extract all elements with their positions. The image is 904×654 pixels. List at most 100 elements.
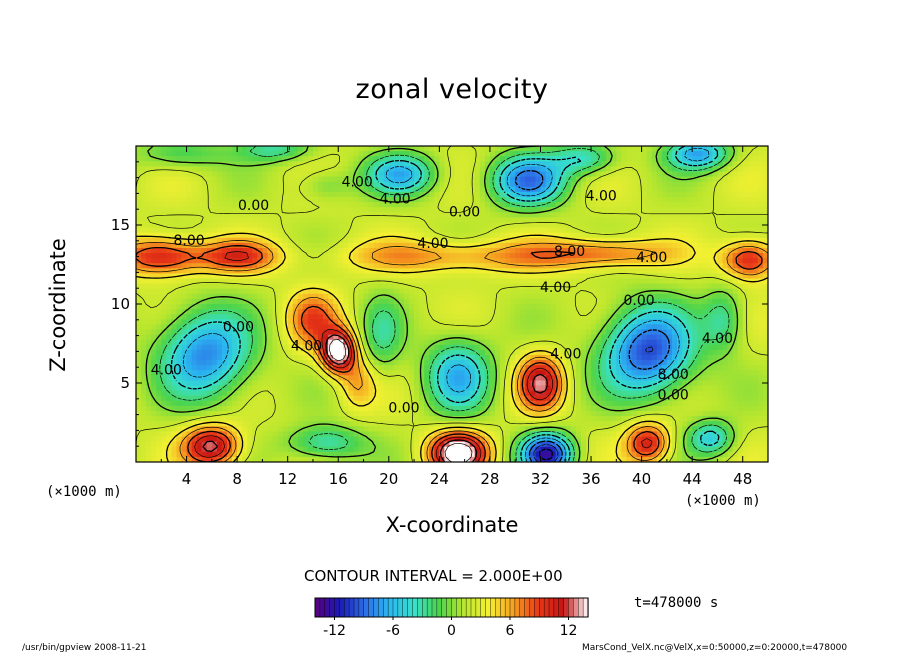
heatmap-cell [474, 319, 481, 325]
heatmap-cell [398, 217, 405, 224]
heatmap-cell [449, 207, 456, 213]
heatmap-cell [156, 222, 162, 229]
heatmap-cell [687, 278, 693, 285]
heatmap-cell [671, 191, 678, 198]
heatmap-cell [530, 212, 537, 218]
heatmap-cell [333, 319, 339, 325]
heatmap-cell [232, 176, 238, 183]
heatmap-cell [323, 273, 329, 280]
heatmap-cell [601, 258, 607, 264]
heatmap-cell [500, 283, 506, 290]
heatmap-cell [434, 344, 440, 351]
heatmap-cell [363, 242, 370, 249]
heatmap-cell [601, 176, 607, 183]
heatmap-cell [333, 146, 339, 152]
heatmap-cell [737, 222, 744, 229]
heatmap-cell [510, 156, 516, 162]
heatmap-cell [449, 202, 456, 208]
heatmap-cell [752, 151, 759, 157]
heatmap-cell [747, 161, 754, 167]
heatmap-cell [373, 166, 380, 173]
heatmap-cell [621, 242, 628, 249]
heatmap-cell [242, 207, 248, 213]
heatmap-cell [237, 207, 243, 213]
heatmap-cell [742, 146, 749, 152]
heatmap-cell [722, 181, 729, 188]
heatmap-cell [682, 283, 688, 290]
heatmap-cell [449, 151, 456, 157]
heatmap-cell [429, 324, 435, 331]
heatmap-cell [211, 196, 218, 203]
heatmap-cell [469, 258, 476, 264]
heatmap-cell [141, 288, 147, 295]
heatmap-cell [606, 278, 612, 285]
heatmap-cell [247, 247, 253, 254]
heatmap-cell [302, 298, 309, 305]
heatmap-cell [535, 207, 542, 213]
heatmap-cell [575, 288, 582, 295]
heatmap-cell [489, 273, 496, 280]
heatmap-cell [353, 171, 360, 178]
heatmap-cell [318, 247, 324, 254]
heatmap-cell [363, 196, 370, 203]
heatmap-cell [227, 247, 233, 254]
heatmap-cell [414, 242, 420, 249]
heatmap-cell [727, 334, 734, 341]
heatmap-cell [454, 258, 461, 264]
heatmap-cell [707, 324, 713, 331]
heatmap-cell [282, 166, 289, 173]
heatmap-cell [459, 227, 466, 234]
heatmap-cell [565, 263, 572, 269]
heatmap-cell [687, 161, 693, 167]
heatmap-cell [358, 263, 365, 269]
heatmap-cell [318, 329, 324, 336]
heatmap-cell [626, 166, 633, 173]
heatmap-cell [611, 344, 617, 351]
heatmap-cell [646, 283, 653, 290]
heatmap-cell [201, 288, 208, 295]
heatmap-cell [596, 186, 602, 193]
heatmap-cell [707, 268, 713, 275]
heatmap-cell [242, 247, 248, 254]
heatmap-cell [156, 324, 162, 331]
heatmap-cell [661, 339, 668, 346]
heatmap-cell [383, 334, 390, 341]
heatmap-cell [727, 212, 734, 218]
heatmap-cell [191, 156, 198, 162]
heatmap-cell [752, 324, 759, 331]
heatmap-cell [247, 329, 253, 336]
heatmap-cell [449, 242, 456, 249]
heatmap-cell [292, 212, 299, 218]
heatmap-cell [757, 339, 764, 346]
heatmap-cell [631, 288, 638, 295]
heatmap-cell [403, 207, 410, 213]
heatmap-cell [156, 207, 162, 213]
heatmap-cell [692, 293, 698, 300]
heatmap-cell [520, 298, 526, 305]
heatmap-cell [505, 258, 511, 264]
heatmap-cell [666, 293, 673, 300]
heatmap-cell [580, 232, 587, 239]
heatmap-cell [343, 242, 349, 249]
heatmap-cell [596, 222, 602, 229]
heatmap-cell [318, 217, 324, 224]
heatmap-cell [277, 268, 284, 275]
heatmap-cell [757, 324, 764, 331]
heatmap-cell [636, 293, 643, 300]
heatmap-cell [388, 278, 395, 285]
heatmap-cell [656, 288, 663, 295]
heatmap-cell [398, 212, 405, 218]
heatmap-cell [176, 242, 183, 249]
heatmap-cell [434, 273, 440, 280]
heatmap-cell [520, 156, 526, 162]
heatmap-cell [176, 232, 183, 239]
heatmap-cell [692, 319, 698, 325]
heatmap-cell [287, 339, 294, 346]
heatmap-cell [206, 186, 213, 193]
heatmap-cell [373, 202, 380, 208]
heatmap-cell [742, 329, 749, 336]
heatmap-cell [616, 273, 622, 280]
heatmap-cell [732, 324, 739, 331]
heatmap-cell [181, 268, 188, 275]
heatmap-cell [201, 314, 208, 320]
